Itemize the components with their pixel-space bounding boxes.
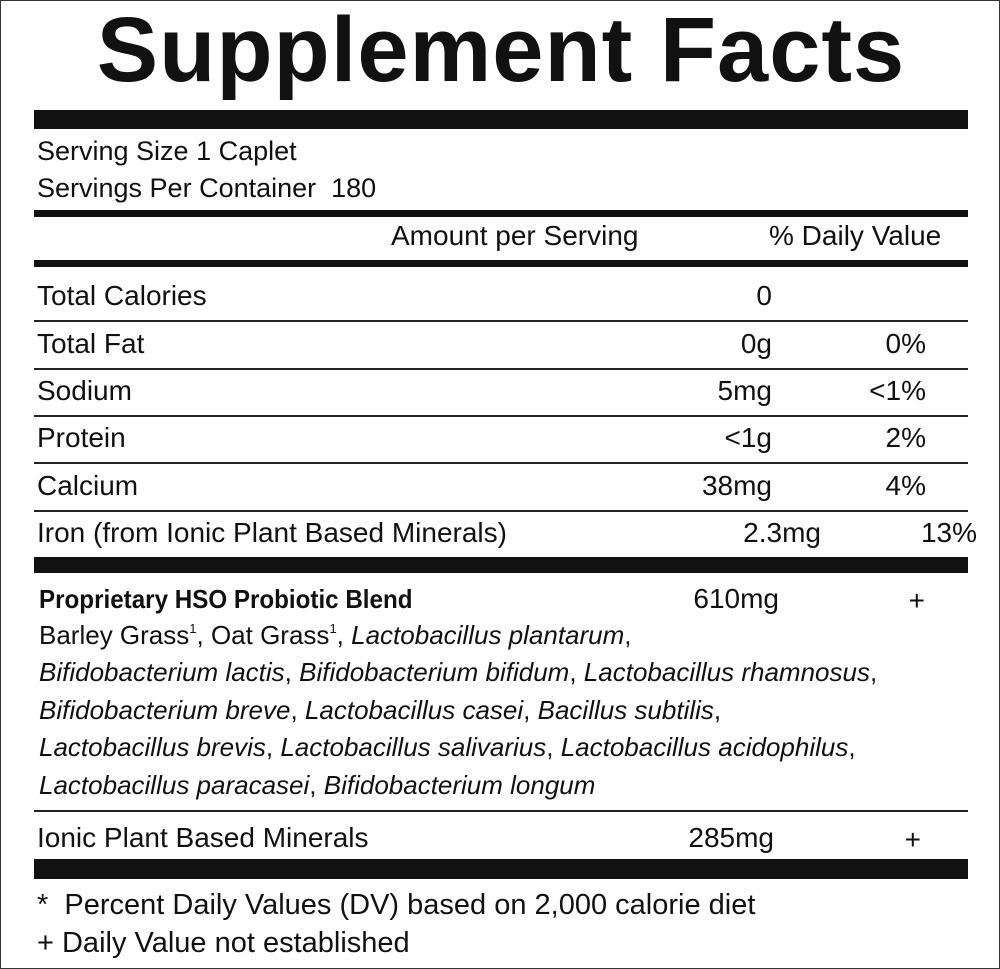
thick-rule — [34, 859, 968, 879]
nutrient-amount: 0 — [756, 280, 772, 311]
nutrient-name: Calcium — [37, 470, 139, 501]
blend-name: Proprietary HSO Probiotic Blend — [39, 584, 413, 614]
daily-value-header: % Daily Value — [769, 220, 942, 251]
nutrient-daily-value: <1% — [869, 375, 926, 406]
ingredient-line: Bifidobacterium lactis, Bifidobacterium … — [39, 657, 878, 687]
ingredient-name: Ionic Plant Based Minerals — [37, 822, 369, 853]
servings-per-container: Servings Per Container 180 — [37, 173, 377, 203]
nutrient-name: Iron (from Ionic Plant Based Minerals) — [37, 517, 507, 548]
nutrient-amount: 2.3mg — [743, 517, 821, 548]
medium-rule — [34, 260, 968, 267]
nutrient-name: Total Fat — [37, 328, 145, 359]
footnote: + Daily Value not established — [37, 927, 410, 959]
ingredient: Lactobacillus brevis — [39, 732, 266, 762]
nutrient-name: Protein — [37, 422, 126, 453]
medium-rule — [34, 210, 968, 217]
ingredient: Bifidobacterium lactis — [39, 657, 285, 687]
nutrient-daily-value: 13% — [920, 517, 977, 548]
blend-daily-value: + — [908, 585, 925, 616]
ingredient: Bifidobacterium bifidum — [299, 657, 570, 687]
nutrient-daily-value: 2% — [885, 422, 926, 453]
ingredient-amount: 285mg — [688, 822, 774, 853]
thin-rule — [34, 510, 968, 512]
thin-rule — [34, 415, 968, 417]
nutrient-name: Total Calories — [37, 280, 207, 311]
ingredient: Oat Grass — [210, 620, 330, 650]
ingredient-daily-value: + — [904, 824, 921, 855]
ingredient: Lactobacillus casei — [304, 695, 524, 725]
ingredient: Barley Grass — [39, 620, 190, 650]
title: Supplement Facts — [96, 0, 906, 101]
ingredient: Bacillus subtilis — [537, 695, 714, 725]
ingredient: Bifidobacterium longum — [323, 770, 596, 800]
nutrient-daily-value: 4% — [885, 470, 926, 501]
ingredient-line: Barley Grass1, Oat Grass1, Lactobacillus… — [39, 620, 632, 650]
thick-rule — [34, 110, 968, 129]
serving-size: Serving Size 1 Caplet — [37, 136, 297, 166]
ingredient-line: Bifidobacterium breve, Lactobacillus cas… — [39, 695, 722, 725]
nutrient-daily-value: 0% — [885, 328, 926, 359]
footnote: * Percent Daily Values (DV) based on 2,0… — [37, 889, 756, 921]
thin-rule — [34, 810, 968, 812]
nutrient-amount: 5mg — [717, 375, 772, 406]
ingredient: Lactobacillus rhamnosus — [583, 657, 870, 687]
footnote-marker: 1 — [189, 621, 197, 636]
ingredient: Bifidobacterium breve — [39, 695, 291, 725]
nutrient-name: Sodium — [37, 375, 132, 406]
footnote-marker: 1 — [329, 621, 337, 636]
thin-rule — [34, 368, 968, 370]
nutrient-amount: 38mg — [701, 470, 772, 501]
ingredient: Lactobacillus acidophilus — [560, 732, 849, 762]
blend-amount: 610mg — [693, 583, 779, 614]
thin-rule — [34, 320, 968, 322]
thin-rule — [34, 462, 968, 464]
nutrient-amount: <1g — [724, 422, 773, 453]
ingredient: Lactobacillus salivarius — [280, 732, 547, 762]
ingredient: Lactobacillus plantarum — [351, 620, 625, 650]
nutrient-amount: 0g — [740, 328, 772, 359]
ingredient-line: Lactobacillus paracasei, Bifidobacterium… — [39, 770, 596, 800]
ingredient-line: Lactobacillus brevis, Lactobacillus sali… — [39, 732, 856, 762]
ingredient: Lactobacillus paracasei — [39, 770, 310, 800]
amount-header: Amount per Serving — [391, 220, 639, 251]
thick-rule — [34, 557, 968, 573]
